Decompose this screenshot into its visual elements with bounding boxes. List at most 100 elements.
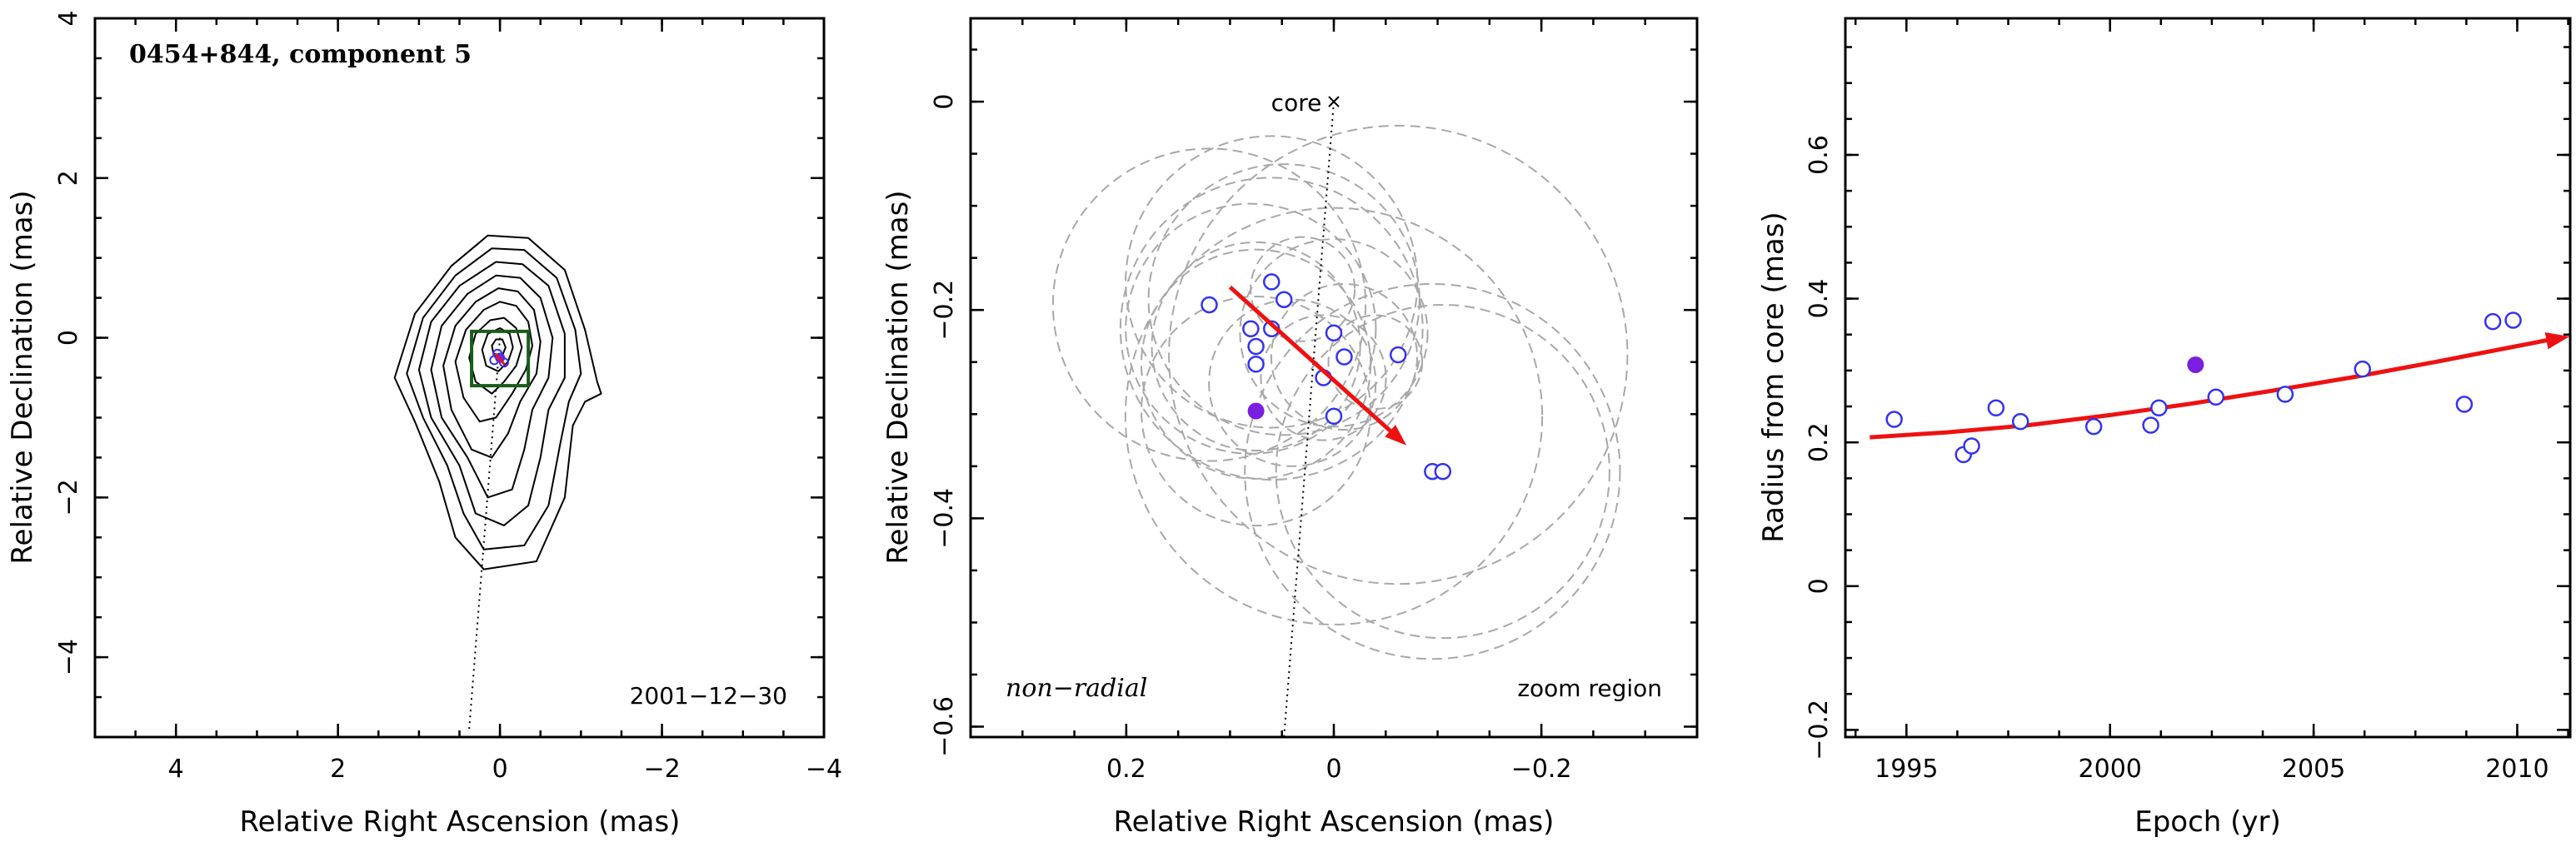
p1-motion-arrow bbox=[494, 352, 507, 366]
p3-data-point bbox=[2207, 388, 2225, 406]
p3-data-point bbox=[2484, 312, 2502, 331]
p1-xtick-label: 2 bbox=[330, 755, 346, 784]
p2-ridge-line bbox=[1283, 101, 1335, 738]
p2-component-size-circle bbox=[1250, 236, 1356, 342]
p2-component-size-circle bbox=[1151, 241, 1361, 452]
p2-zoom-label: zoom region bbox=[1517, 675, 1662, 702]
p3-plot-area bbox=[1870, 311, 2570, 464]
p2-component-size-circle bbox=[1208, 298, 1377, 467]
panel-contour-map: 4 2 0 −2 −4 −4 −2 0 2 4 0454+844, component 5 200… bbox=[6, 10, 842, 839]
p2-xtick-label: 0.2 bbox=[1106, 755, 1146, 784]
p1-epoch-label: 2001−12−30 bbox=[630, 682, 787, 710]
p2-component-size-circle bbox=[1147, 163, 1420, 436]
p2-component-size-circle bbox=[1168, 124, 1629, 585]
p2-core-label: core bbox=[1271, 89, 1322, 117]
p2-motion-arrow-head bbox=[1385, 425, 1407, 446]
panel-radius-epoch: 1995 2000 2005 2010 −0.2 0 0.2 0.4 0.6 Epoch (yr… bbox=[1757, 17, 2572, 839]
p1-ytick-label: −2 bbox=[54, 479, 83, 516]
contour-level-5 bbox=[442, 287, 542, 459]
p2-component-size-circle bbox=[1275, 303, 1610, 640]
p2-ytick-label: −0.2 bbox=[930, 280, 959, 341]
p3-data-point bbox=[2354, 360, 2371, 378]
p3-data-point bbox=[2084, 417, 2103, 436]
p3-ytick-label: 0.2 bbox=[1805, 422, 1834, 462]
p1-xtick-label: 0 bbox=[492, 755, 508, 784]
p2-data-point bbox=[1242, 320, 1260, 337]
p2-data-point bbox=[1201, 296, 1218, 314]
p3-ticks: 1995 2000 2005 2010 −0.2 0 0.2 0.4 0.6 bbox=[1805, 18, 2570, 784]
p2-component-size-circle bbox=[1124, 207, 1544, 625]
p2-data-point bbox=[1325, 407, 1343, 426]
p3-fit-curve bbox=[1870, 336, 2559, 440]
p3-fit-arrow-head bbox=[2544, 331, 2570, 350]
p2-component-size-circle bbox=[1270, 282, 1419, 431]
p2-motion-label: non−radial bbox=[1006, 674, 1147, 703]
p2-ytick-label: 0 bbox=[930, 94, 959, 110]
p3-xtick-label: 2000 bbox=[2079, 755, 2142, 784]
p3-ytick-label: −0.2 bbox=[1805, 700, 1834, 760]
p1-ytick-label: 2 bbox=[54, 170, 83, 186]
p3-ytick-label: 0.6 bbox=[1805, 135, 1834, 175]
p3-data-point bbox=[2150, 399, 2168, 416]
p2-data-point bbox=[1247, 337, 1265, 356]
p1-ytick-label: 0 bbox=[54, 330, 83, 346]
p2-component-size-circle bbox=[1244, 282, 1621, 660]
p3-ylabel: Radius from core (mas) bbox=[1757, 212, 1790, 542]
p3-data-point bbox=[2142, 416, 2159, 434]
p2-ytick-label: −0.6 bbox=[930, 696, 959, 757]
p2-component-size-circle bbox=[1051, 147, 1367, 462]
p1-xtick-label: −2 bbox=[643, 755, 680, 784]
p2-ylabel: Relative Declination (mas) bbox=[881, 190, 915, 564]
p3-ytick-label: 0.4 bbox=[1805, 279, 1834, 319]
p2-ticks: 0.2 0 −0.2 −0.6 −0.4 −0.2 0 bbox=[930, 18, 1699, 784]
contour-level-4 bbox=[430, 274, 554, 499]
p1-xtick-label: 4 bbox=[168, 755, 184, 784]
p2-data-point bbox=[1434, 462, 1452, 481]
p2-xtick-label: −0.2 bbox=[1511, 755, 1572, 784]
p3-data-point bbox=[1963, 437, 1980, 455]
p3-data-point bbox=[1885, 411, 1903, 428]
p2-data-point bbox=[1247, 355, 1265, 373]
p1-ytick-label: 4 bbox=[54, 10, 83, 26]
p2-plot-area bbox=[1051, 96, 1629, 738]
p1-xlabel: Relative Right Ascension (mas) bbox=[240, 805, 681, 839]
p2-data-point bbox=[1325, 324, 1343, 341]
p3-frame bbox=[1844, 17, 2572, 739]
p3-xtick-label: 1995 bbox=[1875, 755, 1938, 784]
p2-component-size-circle bbox=[1119, 177, 1424, 481]
p2-core-marker-stroke bbox=[1328, 96, 1340, 107]
p1-plot-area bbox=[393, 234, 602, 730]
p3-xlabel: Epoch (yr) bbox=[2134, 805, 2281, 839]
p2-component-size-circle bbox=[1125, 202, 1377, 455]
p2-component-size-circle bbox=[1327, 314, 1424, 411]
p2-motion-arrow bbox=[1228, 285, 1395, 436]
contour-level-2 bbox=[406, 247, 582, 551]
p3-data-point bbox=[2011, 412, 2029, 431]
p1-xtick-label: −4 bbox=[806, 755, 842, 784]
p2-component-size-circle bbox=[1125, 135, 1419, 429]
p3-data-point bbox=[1987, 399, 2005, 416]
p1-title: 0454+844, component 5 bbox=[129, 40, 472, 69]
contour-level-8 bbox=[481, 327, 514, 372]
p3-data-point bbox=[2455, 396, 2474, 413]
p2-xlabel: Relative Right Ascension (mas) bbox=[1114, 805, 1555, 839]
p1-zoom-box bbox=[470, 329, 531, 388]
p2-component-size-circle bbox=[1140, 248, 1372, 480]
p2-data-point bbox=[1389, 346, 1407, 364]
panel-zoom-region: 0.2 0 −0.2 −0.6 −0.4 −0.2 0 core non−radial zo… bbox=[881, 17, 1699, 839]
p2-component-size-circle bbox=[1260, 314, 1387, 441]
p1-ridge-line bbox=[468, 337, 502, 730]
p2-component-size-circle bbox=[1239, 238, 1429, 428]
p3-highlight-point bbox=[2187, 356, 2204, 373]
contour-level-6 bbox=[454, 301, 533, 423]
p1-ylabel: Relative Declination (mas) bbox=[6, 190, 39, 564]
p2-highlight-point bbox=[1247, 402, 1265, 420]
p1-ytick-label: −4 bbox=[54, 639, 83, 675]
p1-ticks: 4 2 0 −2 −4 −4 −2 0 2 4 bbox=[54, 10, 842, 784]
p2-data-point bbox=[1263, 273, 1281, 291]
contour-level-1 bbox=[393, 234, 602, 570]
p3-xtick-label: 2010 bbox=[2485, 755, 2549, 784]
p2-data-point bbox=[1335, 348, 1353, 366]
contour-level-3 bbox=[417, 261, 566, 526]
